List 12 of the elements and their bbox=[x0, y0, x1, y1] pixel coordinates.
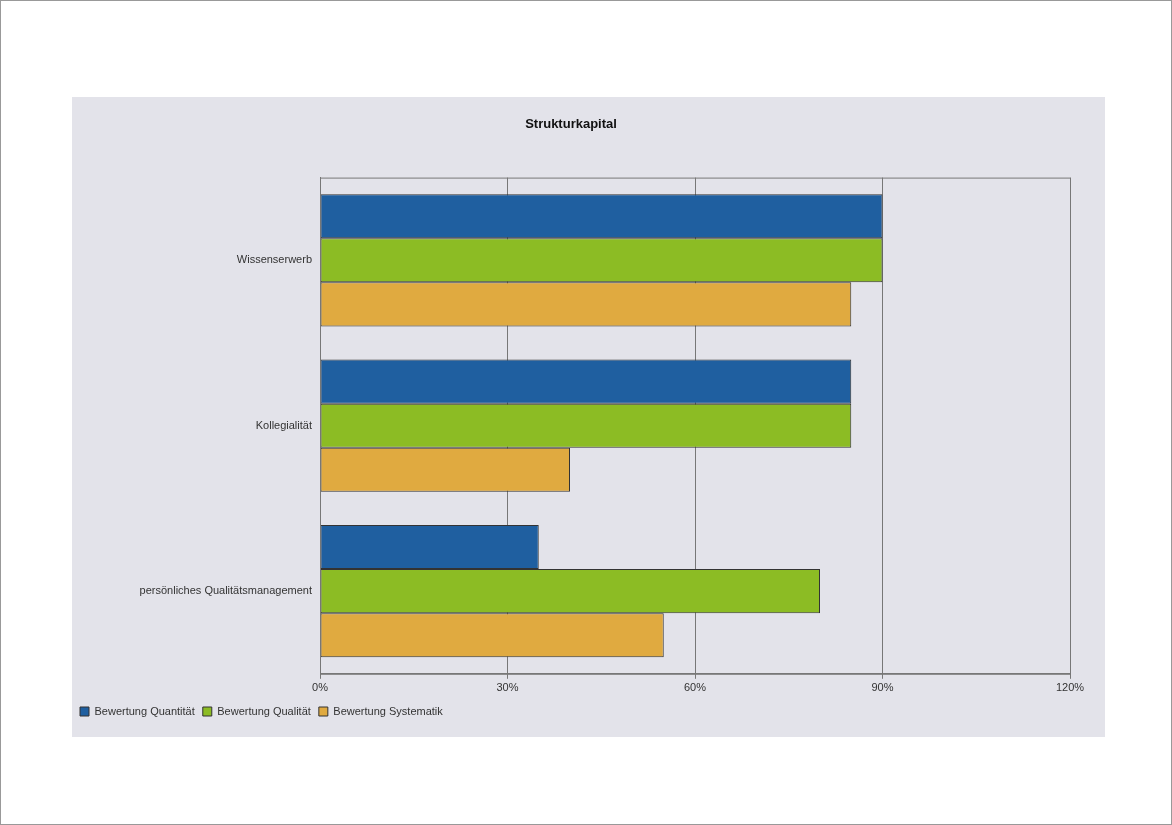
y-tick-label: Wissenserwerb bbox=[236, 253, 312, 266]
x-tick-label: 30% bbox=[496, 681, 519, 694]
x-tick-label: 90% bbox=[871, 681, 894, 694]
legend-label: Bewertung Qualität bbox=[217, 704, 311, 717]
x-tick-label: 120% bbox=[1055, 681, 1085, 694]
y-tick-label: persönliches Qualitätsmanagement bbox=[139, 584, 312, 597]
legend-label: Bewertung Systematik bbox=[333, 704, 444, 717]
x-tick-label: 60% bbox=[683, 681, 707, 694]
chart-title: Strukturkapital bbox=[525, 116, 617, 132]
y-tick-label: Kollegialität bbox=[255, 418, 312, 431]
legend-label: Bewertung Quantität bbox=[94, 704, 195, 717]
x-tick-label: 0% bbox=[312, 681, 329, 694]
